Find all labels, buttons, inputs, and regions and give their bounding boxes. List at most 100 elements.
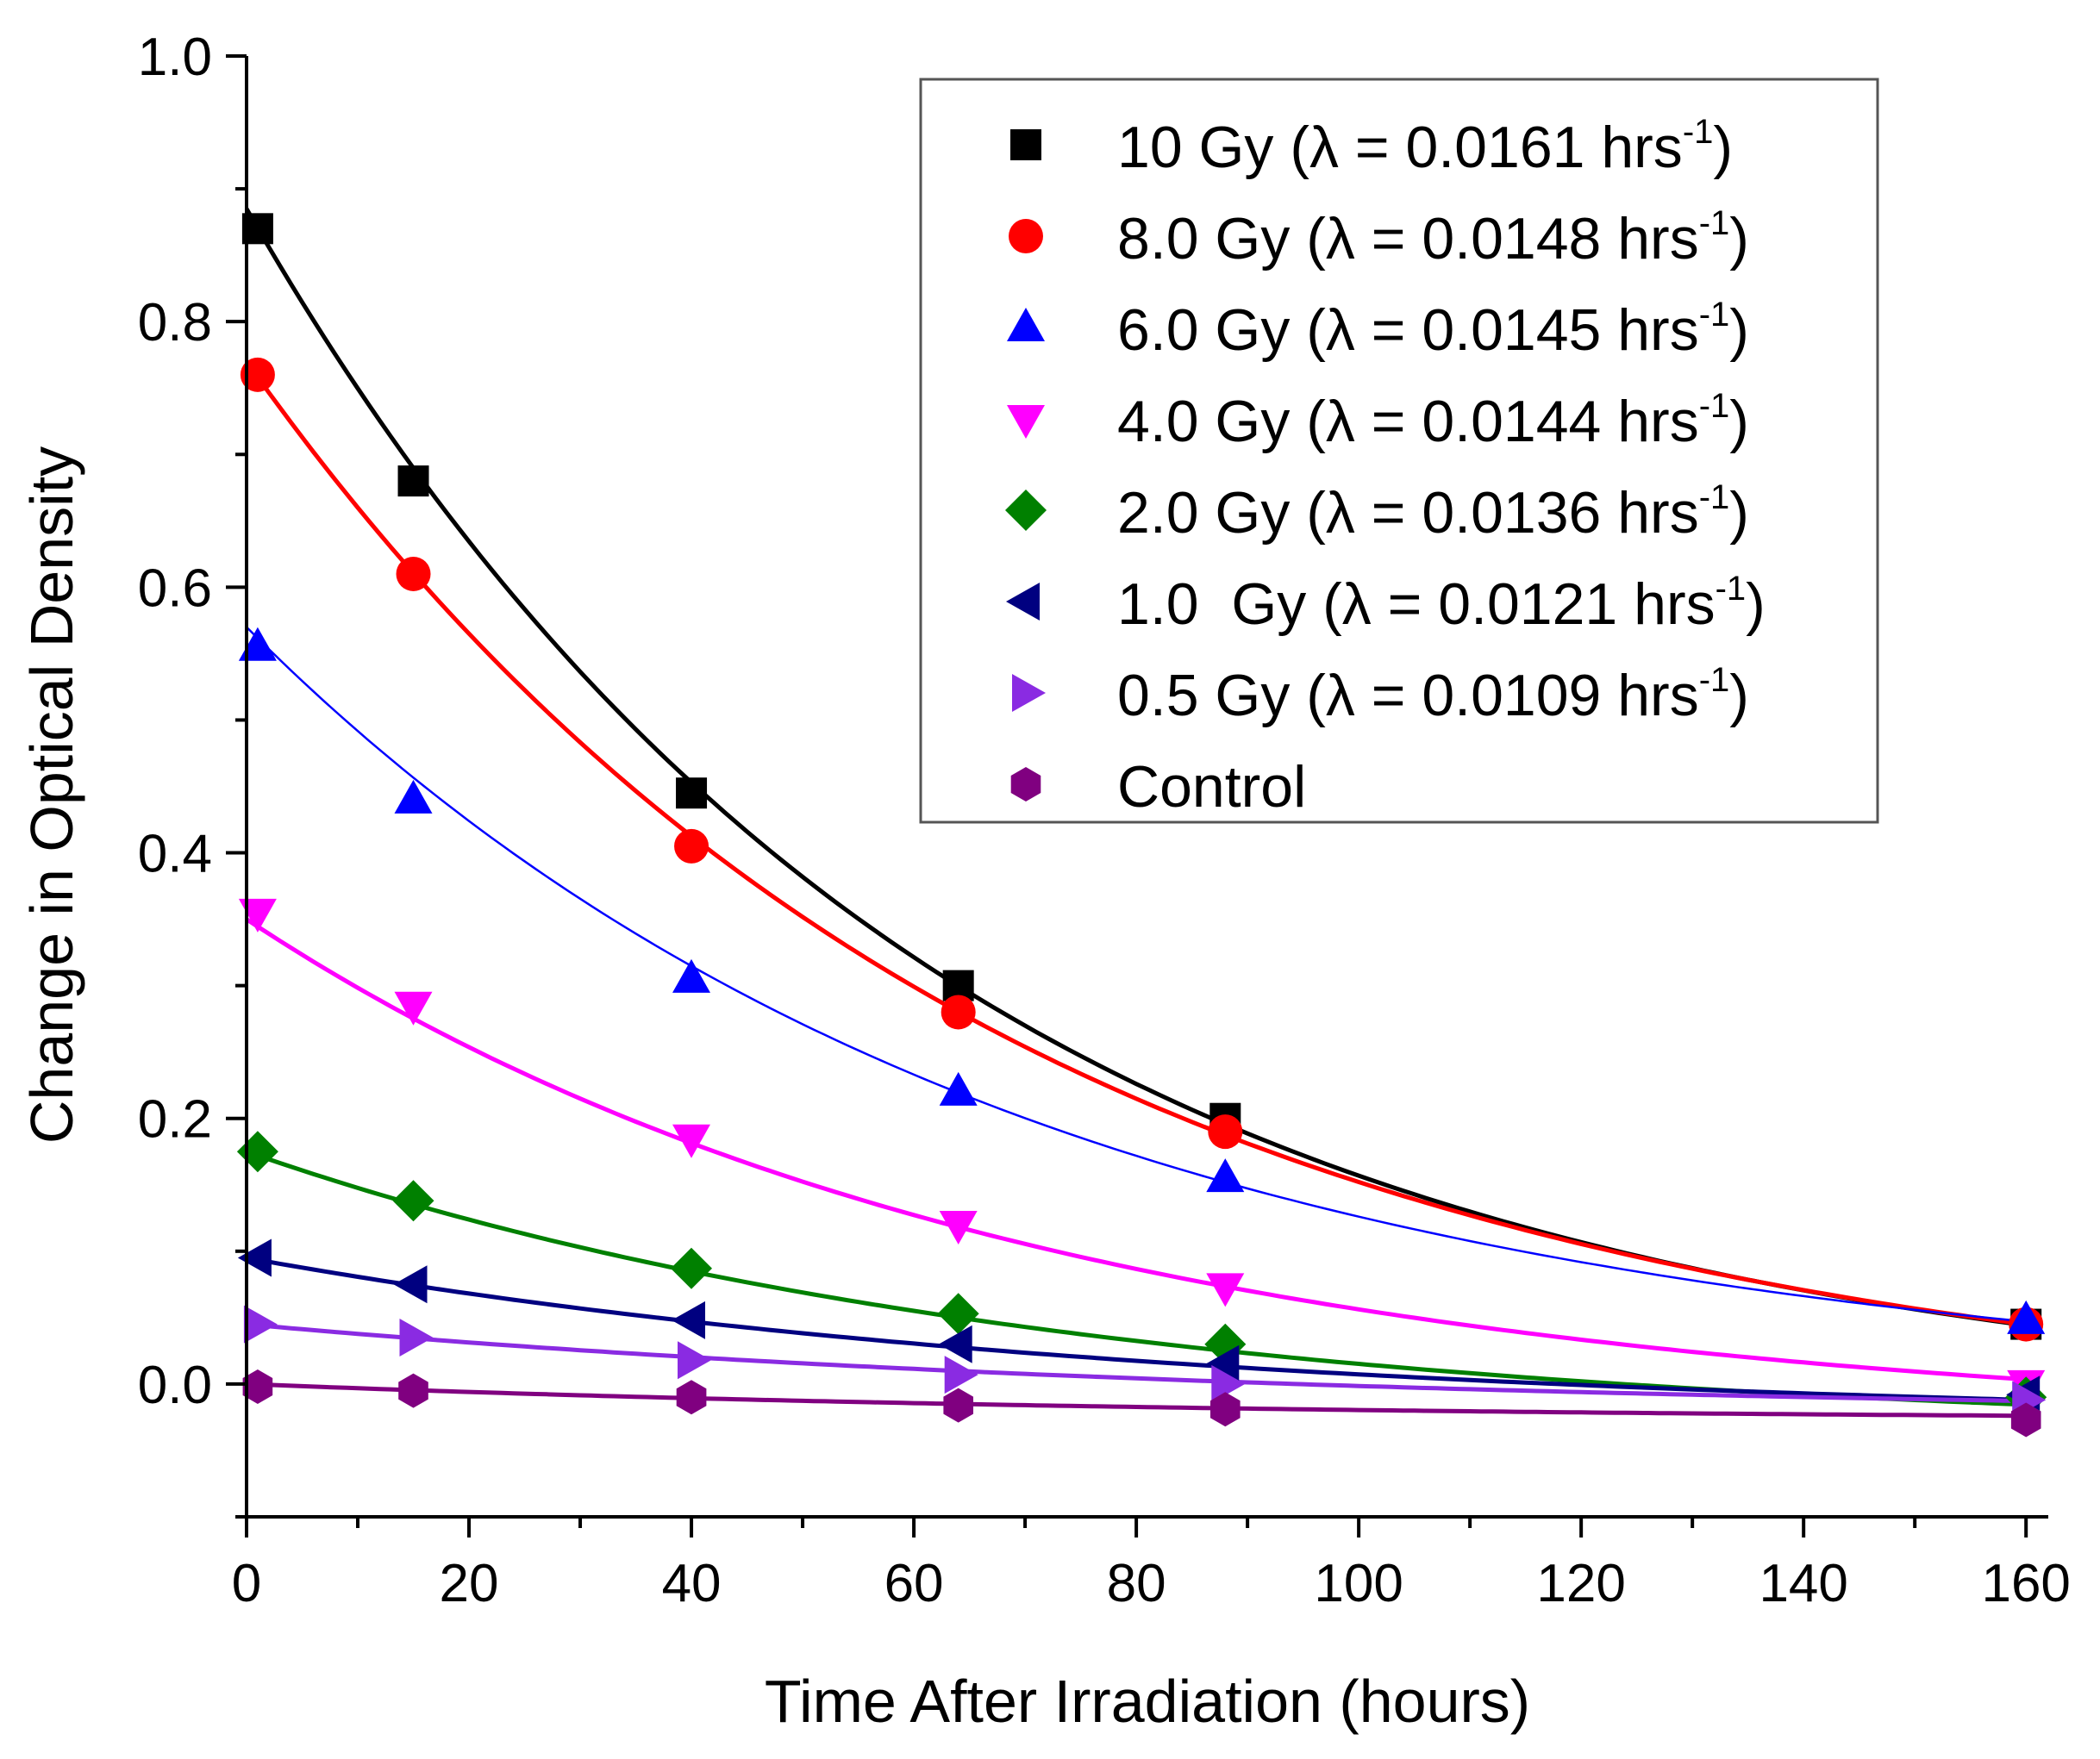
data-point bbox=[676, 1380, 707, 1415]
fit-curve bbox=[246, 1149, 2027, 1407]
data-points bbox=[236, 213, 2047, 1438]
data-point bbox=[943, 1388, 973, 1423]
legend-exponent: -1 bbox=[1699, 204, 1730, 242]
data-point bbox=[238, 898, 277, 933]
legend-dose-label: Control bbox=[1117, 754, 1306, 820]
data-point bbox=[399, 1319, 434, 1357]
data-point bbox=[939, 1071, 978, 1106]
data-point bbox=[672, 1124, 710, 1158]
legend-close-paren: ) bbox=[1713, 115, 1733, 180]
legend-entry: 8.0 Gy (λ = 0.0148 hrs-1) bbox=[1117, 204, 1749, 271]
legend-dose-label: 8.0 Gy ( bbox=[1117, 206, 1326, 271]
data-point bbox=[243, 1305, 278, 1344]
legend-entry: 10 Gy (λ = 0.0161 hrs-1) bbox=[1117, 113, 1733, 180]
data-point bbox=[671, 1247, 712, 1289]
legend-entry: Control bbox=[1117, 754, 1306, 820]
x-tick-label: 40 bbox=[662, 1554, 722, 1613]
legend-close-paren: ) bbox=[1729, 297, 1749, 363]
y-tick-label: 0.2 bbox=[138, 1090, 212, 1150]
legend-lambda: λ = 0.0145 hrs bbox=[1326, 297, 1699, 363]
y-tick-label: 0.8 bbox=[138, 293, 212, 352]
legend-marker bbox=[1005, 490, 1047, 531]
x-tick-label: 80 bbox=[1107, 1554, 1166, 1613]
legend-exponent: -1 bbox=[1699, 296, 1730, 334]
legend-exponent: -1 bbox=[1699, 478, 1730, 516]
data-point bbox=[393, 1265, 428, 1304]
data-point bbox=[676, 777, 708, 809]
legend-dose-label: 4.0 Gy ( bbox=[1117, 389, 1326, 454]
legend-dose-label: 10 Gy ( bbox=[1117, 115, 1309, 180]
fit-curves bbox=[244, 207, 2027, 1419]
x-tick-label: 0 bbox=[232, 1554, 261, 1613]
legend-lambda: λ = 0.0148 hrs bbox=[1326, 206, 1699, 271]
legend-lambda: λ = 0.0144 hrs bbox=[1326, 389, 1699, 454]
data-point bbox=[394, 779, 433, 814]
y-tick-label: 0.0 bbox=[138, 1356, 212, 1415]
data-point bbox=[396, 556, 431, 591]
fit-curve bbox=[244, 359, 2027, 1327]
y-tick-label: 0.4 bbox=[138, 825, 212, 884]
legend-close-paren: ) bbox=[1729, 663, 1749, 728]
legend-entry: 0.5 Gy (λ = 0.0109 hrs-1) bbox=[1117, 661, 1749, 728]
legend-dose-label: 1.0 Gy ( bbox=[1117, 571, 1342, 637]
legend-entry: 4.0 Gy (λ = 0.0144 hrs-1) bbox=[1117, 387, 1749, 454]
data-point bbox=[1210, 1392, 1241, 1427]
legend-marker bbox=[1007, 405, 1045, 439]
data-point bbox=[674, 828, 709, 864]
data-point bbox=[1211, 1364, 1246, 1403]
fit-curve bbox=[246, 1256, 2027, 1402]
data-point bbox=[2010, 1402, 2041, 1438]
data-point bbox=[242, 1369, 273, 1404]
data-point bbox=[941, 995, 976, 1030]
data-point bbox=[937, 1293, 979, 1335]
fit-curve bbox=[245, 917, 2027, 1382]
legend-marker bbox=[1010, 129, 1041, 160]
data-point bbox=[1206, 1158, 1245, 1193]
legend-marker bbox=[1006, 583, 1040, 621]
legend: 10 Gy (λ = 0.0161 hrs-1)8.0 Gy (λ = 0.01… bbox=[919, 78, 1879, 824]
data-point bbox=[2007, 1300, 2046, 1334]
x-axis-title: Time After Irradiation (hours) bbox=[765, 1668, 1530, 1735]
legend-entry: 2.0 Gy (λ = 0.0136 hrs-1) bbox=[1117, 478, 1749, 546]
x-tick-label: 60 bbox=[884, 1554, 944, 1613]
legend-close-paren: ) bbox=[1729, 480, 1749, 546]
fit-curve bbox=[246, 1322, 2027, 1404]
legend-entry: 1.0 Gy (λ = 0.0121 hrs-1) bbox=[1117, 570, 1766, 637]
axes: 0 20 40 60 80 100 120 140 160 0.0 0.2 0.4 0.6 0.8 1.0 bbox=[138, 28, 2071, 1613]
legend-exponent: -1 bbox=[1699, 387, 1730, 425]
y-tick-label: 1.0 bbox=[138, 28, 212, 87]
data-point bbox=[398, 1373, 428, 1408]
legend-lambda: λ = 0.0161 hrs bbox=[1309, 115, 1683, 180]
legend-box bbox=[919, 78, 1879, 824]
data-point bbox=[672, 958, 710, 993]
x-tick-label: 120 bbox=[1536, 1554, 1625, 1613]
data-point bbox=[237, 1238, 272, 1277]
data-point bbox=[1205, 1344, 1240, 1383]
x-tick-label: 20 bbox=[440, 1554, 499, 1613]
y-tick-label: 0.6 bbox=[138, 558, 212, 618]
data-point bbox=[392, 1180, 434, 1222]
data-point bbox=[939, 1211, 978, 1244]
legend-marker bbox=[1007, 308, 1045, 341]
legend-dose-label: 2.0 Gy ( bbox=[1117, 480, 1326, 546]
data-point bbox=[394, 991, 433, 1026]
legend-exponent: -1 bbox=[1683, 113, 1714, 151]
legend-marker bbox=[1010, 767, 1041, 802]
data-point bbox=[672, 1301, 705, 1339]
data-point bbox=[938, 1325, 972, 1363]
legend-exponent: -1 bbox=[1716, 570, 1747, 608]
data-point bbox=[678, 1341, 711, 1380]
x-tick-label: 100 bbox=[1314, 1554, 1403, 1613]
x-tick-label: 160 bbox=[1981, 1554, 2070, 1613]
data-point bbox=[236, 1131, 278, 1173]
legend-marker bbox=[1012, 674, 1046, 712]
fit-curve bbox=[246, 1382, 2027, 1419]
x-ticks: 0 20 40 60 80 100 120 140 160 bbox=[232, 1517, 2071, 1613]
legend-close-paren: ) bbox=[1746, 571, 1766, 637]
legend-dose-label: 6.0 Gy ( bbox=[1117, 297, 1326, 363]
data-point bbox=[1206, 1273, 1245, 1307]
data-point bbox=[240, 357, 275, 392]
legend-dose-label: 0.5 Gy ( bbox=[1117, 663, 1326, 728]
fit-curve bbox=[246, 626, 2027, 1323]
